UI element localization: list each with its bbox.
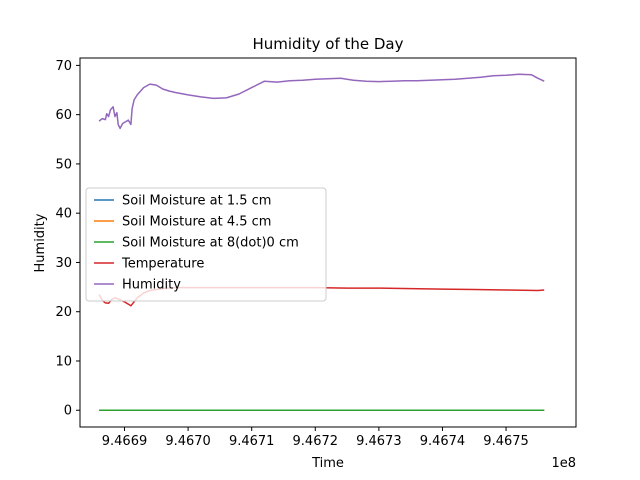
y-tick-label: 10: [55, 354, 72, 369]
x-axis-label: Time: [311, 456, 344, 471]
y-tick-label: 0: [64, 404, 72, 419]
y-tick-label: 20: [55, 305, 72, 320]
x-tick-label: 9.4671: [229, 434, 275, 449]
y-tick-label: 40: [55, 207, 72, 222]
series-line-humidity: [98, 73, 545, 130]
x-axis: 9.4669 9.4670 9.4671 9.4672 9.4673 9.4674 9.46…: [102, 427, 529, 449]
x-offset-label: 1e8: [551, 456, 576, 471]
x-tick-label: 9.4672: [293, 434, 339, 449]
x-tick-label: 9.4674: [420, 434, 466, 449]
x-tick-label: 9.4669: [102, 434, 148, 449]
legend-box: [85, 187, 327, 302]
legend-label-soil-moisture-at-8-dot-0-cm: Soil Moisture at 8(dot)0 cm: [122, 236, 299, 251]
legend-label-soil-moisture-at-4-5-cm: Soil Moisture at 4.5 cm: [122, 215, 271, 230]
y-tick-label: 60: [55, 108, 72, 123]
legend-label-soil-moisture-at-1-5-cm: Soil Moisture at 1.5 cm: [122, 194, 271, 209]
legend-label-temperature: Temperature: [121, 257, 204, 272]
chart-title: Humidity of the Day: [252, 35, 403, 53]
x-tick-label: 9.4670: [165, 434, 211, 449]
y-tick-label: 50: [55, 157, 72, 172]
legend: Soil Moisture at 1.5 cm Soil Moisture at …: [85, 187, 327, 302]
y-tick-label: 70: [55, 59, 72, 74]
y-tick-label: 30: [55, 256, 72, 271]
y-axis: 0 10 20 30 40 50 60 70: [55, 59, 80, 419]
plot-frame: [79, 57, 577, 428]
x-tick-label: 9.4675: [483, 434, 529, 449]
y-axis-label: Humidity: [33, 213, 48, 272]
legend-label-humidity: Humidity: [122, 278, 181, 293]
x-tick-label: 9.4673: [356, 434, 402, 449]
